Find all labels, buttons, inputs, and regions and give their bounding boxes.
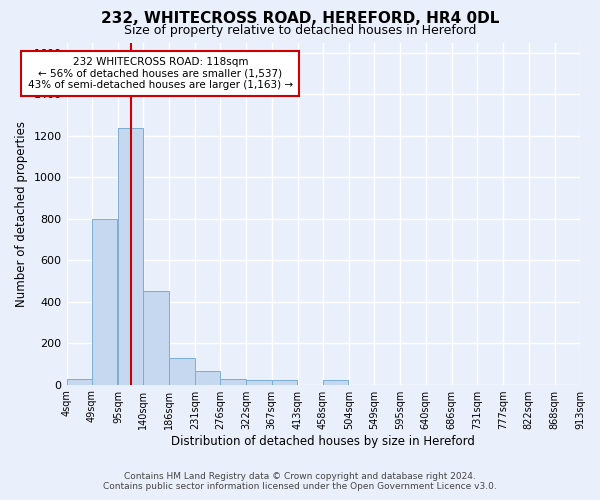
Text: 232 WHITECROSS ROAD: 118sqm
← 56% of detached houses are smaller (1,537)
43% of : 232 WHITECROSS ROAD: 118sqm ← 56% of det… [28, 57, 293, 90]
X-axis label: Distribution of detached houses by size in Hereford: Distribution of detached houses by size … [172, 434, 475, 448]
Bar [118, 128, 143, 384]
Text: 232, WHITECROSS ROAD, HEREFORD, HR4 0DL: 232, WHITECROSS ROAD, HEREFORD, HR4 0DL [101, 11, 499, 26]
Y-axis label: Number of detached properties: Number of detached properties [15, 120, 28, 306]
Text: Size of property relative to detached houses in Hereford: Size of property relative to detached ho… [124, 24, 476, 37]
Bar [143, 292, 169, 384]
Bar [246, 380, 272, 384]
Bar [323, 380, 349, 384]
Bar [220, 380, 245, 384]
Bar [272, 380, 297, 384]
Bar [92, 218, 118, 384]
Bar [169, 358, 195, 384]
Text: Contains HM Land Registry data © Crown copyright and database right 2024.
Contai: Contains HM Land Registry data © Crown c… [103, 472, 497, 491]
Bar [67, 380, 92, 384]
Bar [195, 371, 220, 384]
